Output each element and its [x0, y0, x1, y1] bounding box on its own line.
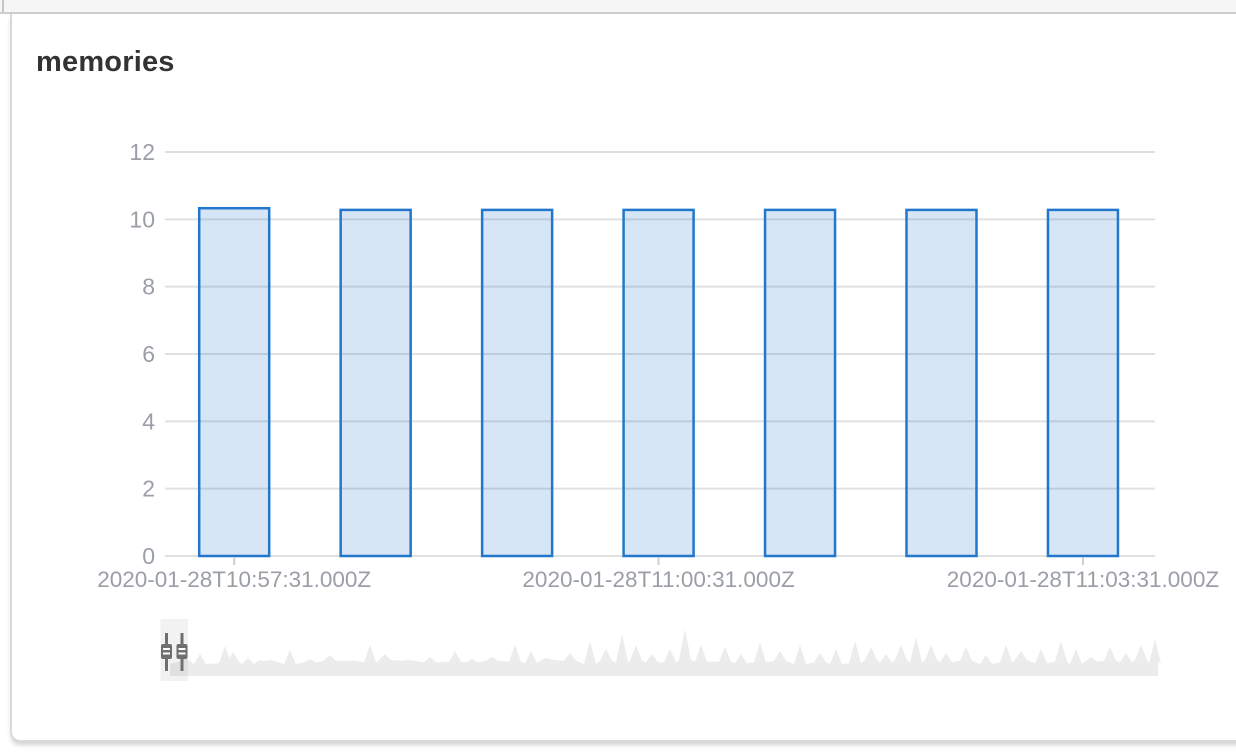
y-axis-label-8: 8 [142, 274, 155, 300]
x-axis-label-0: 2020-01-28T10:57:31.000Z [97, 567, 371, 592]
bar-2020-01-28T10:58:31.000Z[interactable] [339, 208, 412, 558]
bar-2020-01-28T11:03:31.000Z[interactable] [1046, 208, 1120, 558]
context-minimap-area[interactable] [170, 629, 1161, 676]
x-axis-label-2: 2020-01-28T11:03:31.000Z [947, 567, 1220, 592]
bar-2020-01-28T11:01:31.000Z[interactable] [763, 208, 837, 558]
y-axis-label-12: 12 [129, 139, 155, 165]
y-axis-label-0: 0 [142, 543, 155, 569]
y-axis-label-10: 10 [129, 206, 155, 232]
bar-2020-01-28T11:02:31.000Z[interactable] [905, 208, 978, 558]
adjacent-panel-left-border [2, 0, 4, 12]
bar-2020-01-28T10:57:31.000Z[interactable] [197, 206, 271, 558]
brush-handle-left[interactable] [161, 633, 172, 671]
bar-2020-01-28T10:59:31.000Z[interactable] [480, 208, 554, 558]
x-axis-label-1: 2020-01-28T11:00:31.000Z [522, 567, 795, 592]
adjacent-panel-bottom-edge [0, 0, 1236, 14]
y-axis-label-2: 2 [142, 476, 155, 502]
panel-title: memories [36, 46, 175, 78]
bar-2020-01-28T11:00:31.000Z[interactable] [622, 208, 695, 558]
y-axis-label-6: 6 [142, 341, 155, 367]
brush-handle-right[interactable] [176, 633, 188, 671]
y-axis-label-4: 4 [142, 408, 155, 434]
